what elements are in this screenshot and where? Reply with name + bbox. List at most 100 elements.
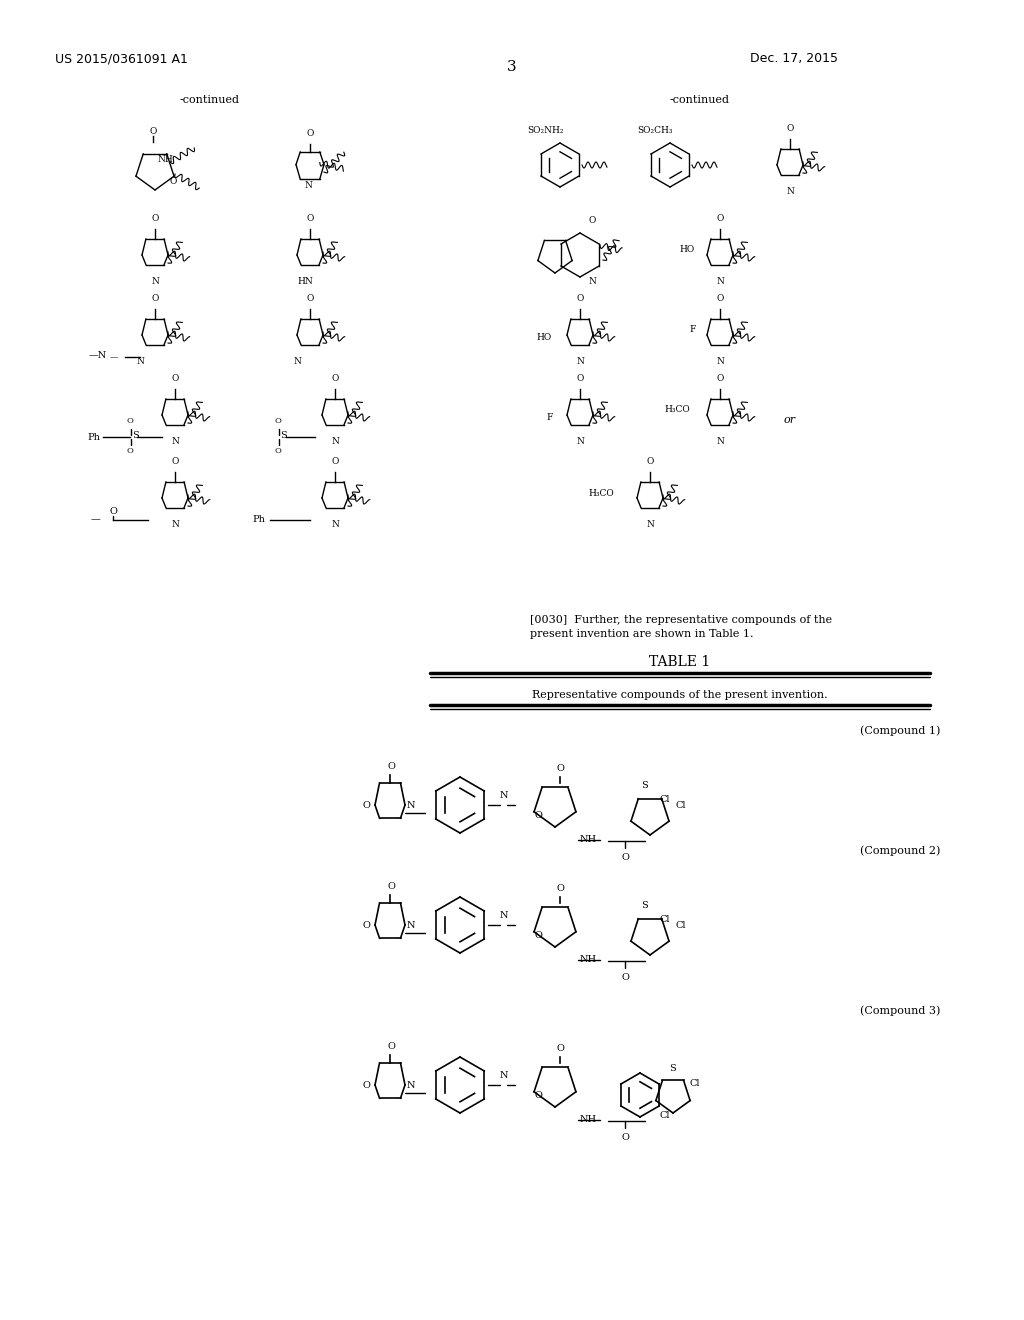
Text: O: O [622, 973, 629, 982]
Text: Cl: Cl [660, 796, 671, 804]
Text: O: O [535, 810, 542, 820]
Text: Cl: Cl [675, 920, 685, 929]
Text: N: N [500, 791, 509, 800]
Text: S: S [642, 781, 648, 789]
Text: N: N [407, 800, 416, 809]
Text: Dec. 17, 2015: Dec. 17, 2015 [750, 51, 838, 65]
Text: N: N [293, 356, 301, 366]
Text: [0030]  Further, the representative compounds of the: [0030] Further, the representative compo… [530, 615, 833, 624]
Text: O: O [306, 294, 313, 304]
Text: N: N [304, 181, 312, 190]
Text: H₃CO: H₃CO [665, 405, 690, 414]
Text: O: O [127, 447, 133, 455]
Text: TABLE 1: TABLE 1 [649, 655, 711, 669]
Text: O: O [717, 374, 724, 383]
Text: O: O [306, 214, 313, 223]
Text: present invention are shown in Table 1.: present invention are shown in Table 1. [530, 630, 754, 639]
Text: —N: —N [89, 351, 106, 359]
Text: O: O [110, 507, 117, 516]
Text: SO₂NH₂: SO₂NH₂ [526, 125, 563, 135]
Text: Cl: Cl [675, 800, 685, 809]
Text: Cl: Cl [660, 916, 671, 924]
Text: O: O [387, 762, 395, 771]
Text: N: N [577, 356, 584, 366]
Text: N: N [500, 911, 509, 920]
Text: N: N [786, 187, 794, 195]
Text: O: O [274, 447, 282, 455]
Text: O: O [577, 294, 584, 304]
Text: Ph: Ph [252, 516, 265, 524]
Text: (Compound 3): (Compound 3) [860, 1005, 940, 1015]
Text: O: O [170, 177, 177, 186]
Text: Ph: Ph [87, 433, 100, 441]
Text: NH: NH [580, 956, 597, 965]
Text: S: S [642, 902, 648, 909]
Text: NH: NH [580, 1115, 597, 1125]
Text: O: O [589, 216, 596, 224]
Text: HO: HO [537, 333, 552, 342]
Text: S: S [132, 430, 138, 440]
Text: O: O [362, 800, 370, 809]
Text: N: N [716, 277, 724, 286]
Text: N: N [716, 437, 724, 446]
Text: O: O [556, 1044, 564, 1053]
Text: N: N [171, 437, 179, 446]
Text: O: O [127, 417, 133, 425]
Text: N: N [500, 1071, 509, 1080]
Text: or: or [784, 414, 796, 425]
Text: N: N [588, 277, 596, 286]
Text: O: O [646, 457, 653, 466]
Text: F: F [547, 412, 553, 421]
Text: N: N [171, 520, 179, 529]
Text: O: O [152, 294, 159, 304]
Text: O: O [152, 214, 159, 223]
Text: N: N [716, 356, 724, 366]
Text: N: N [407, 1081, 416, 1089]
Text: O: O [717, 294, 724, 304]
Text: (Compound 2): (Compound 2) [860, 845, 940, 855]
Text: O: O [362, 1081, 370, 1089]
Text: F: F [689, 326, 696, 334]
Text: Cl: Cl [660, 1110, 671, 1119]
Text: O: O [535, 1090, 542, 1100]
Text: O: O [577, 374, 584, 383]
Text: SO₂CH₃: SO₂CH₃ [637, 125, 673, 135]
Text: N: N [331, 437, 339, 446]
Text: O: O [332, 457, 339, 466]
Text: O: O [274, 417, 282, 425]
Text: HO: HO [680, 246, 695, 255]
Text: S: S [280, 430, 287, 440]
Text: —: — [90, 516, 100, 524]
Text: H₃CO: H₃CO [588, 488, 614, 498]
Text: 3: 3 [507, 59, 517, 74]
Text: O: O [171, 457, 178, 466]
Text: -continued: -continued [180, 95, 240, 106]
Text: N: N [646, 520, 654, 529]
Text: O: O [171, 374, 178, 383]
Text: O: O [332, 374, 339, 383]
Text: Cl: Cl [690, 1078, 700, 1088]
Text: US 2015/0361091 A1: US 2015/0361091 A1 [55, 51, 187, 65]
Text: O: O [786, 124, 794, 133]
Text: -continued: -continued [670, 95, 730, 106]
Text: N: N [331, 520, 339, 529]
Text: O: O [556, 884, 564, 894]
Text: O: O [622, 1133, 629, 1142]
Text: O: O [535, 931, 542, 940]
Text: S: S [670, 1064, 677, 1073]
Text: —: — [110, 352, 118, 360]
Text: O: O [387, 882, 395, 891]
Text: HN: HN [297, 277, 313, 286]
Text: O: O [362, 920, 370, 929]
Text: O: O [622, 853, 629, 862]
Text: O: O [556, 764, 564, 774]
Text: O: O [150, 127, 157, 136]
Text: NH: NH [580, 836, 597, 845]
Text: Representative compounds of the present invention.: Representative compounds of the present … [532, 690, 827, 700]
Text: N: N [407, 920, 416, 929]
Text: NH: NH [157, 156, 173, 165]
Text: N: N [136, 356, 144, 366]
Text: O: O [717, 214, 724, 223]
Text: O: O [306, 129, 313, 139]
Text: O: O [387, 1041, 395, 1051]
